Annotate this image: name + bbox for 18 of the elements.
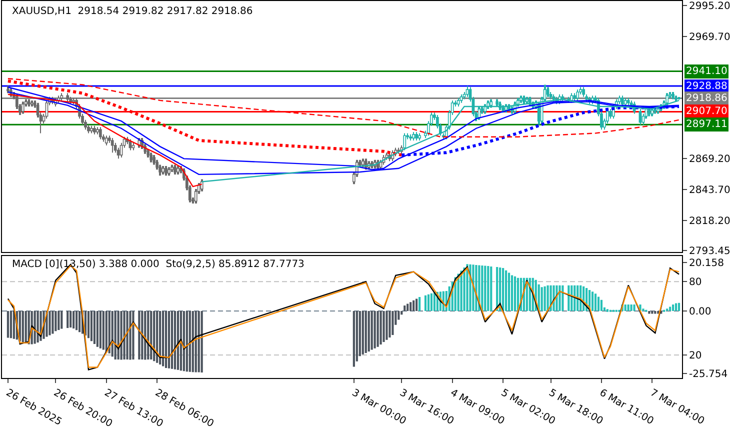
ref-line-label: 2907.70: [686, 106, 728, 117]
text: XAUUSD,H1 2918.54 2919.82 2917.82 2918.86: [12, 6, 253, 17]
ref-line-label: 2918.86: [686, 93, 728, 104]
y-tick-label: 2969.70: [689, 32, 730, 44]
y2-tick-label: 80: [689, 277, 702, 288]
y2-tick-label: 20: [689, 350, 702, 362]
annotation: MACD [0](13,50) 3.388 0.000 Sto(9,2,5) 85.8912 87.7773: [12, 259, 304, 270]
y-tick-label: 2818.20: [689, 216, 730, 227]
y-tick-label: 2869.20: [689, 154, 730, 165]
y-tick-label: 20.158: [689, 258, 724, 269]
ref-line-label: 2897.11: [686, 119, 728, 130]
y-tick-label: 2793.45: [689, 246, 730, 257]
y-tick-label: -25.754: [689, 368, 728, 380]
y-tick-label: 2995.20: [689, 1, 730, 12]
ref-line-label: 2941.10: [686, 66, 728, 77]
y-tick-label: 2843.70: [689, 184, 730, 196]
y-tick-label: 0.00: [689, 306, 712, 318]
ref-line-label: 2928.88: [686, 81, 728, 92]
